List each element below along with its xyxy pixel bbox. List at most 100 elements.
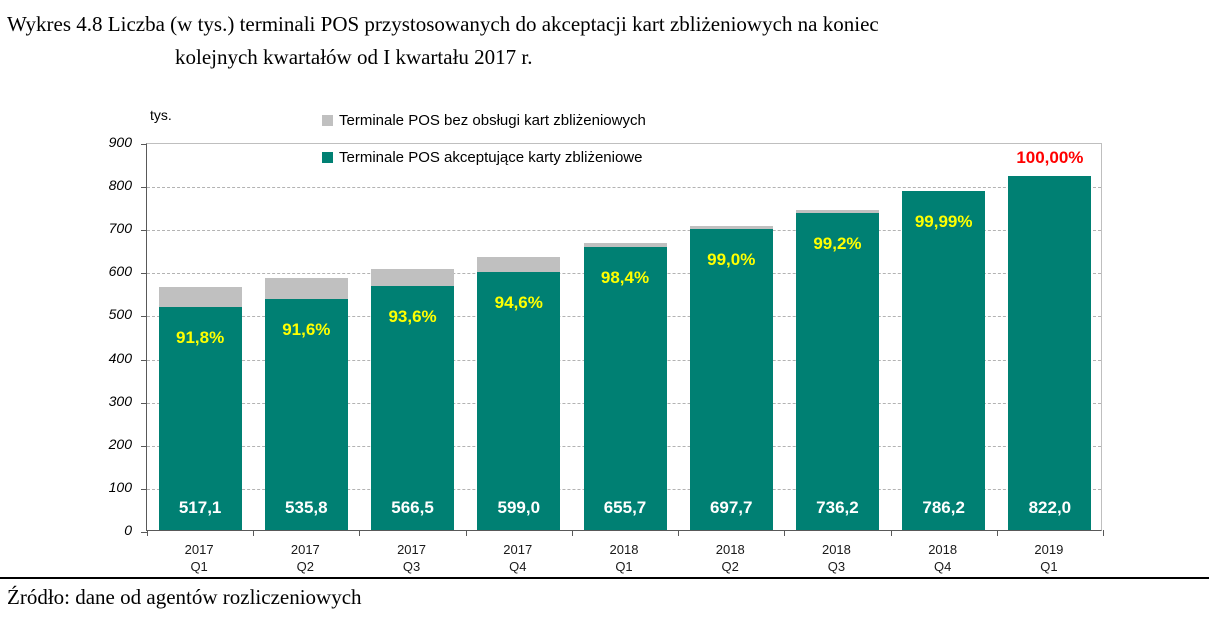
- y-tick-label: 600: [108, 263, 132, 280]
- bar-segment-non-contactless: [371, 269, 455, 286]
- bar-segment-contactless: [795, 212, 879, 530]
- gridline: [147, 230, 1101, 232]
- x-tick-label: 2018 Q1: [571, 541, 677, 575]
- y-axis-tick: [141, 402, 147, 404]
- x-tick-label-year: 2017: [290, 542, 320, 557]
- legend-swatch-gray: [322, 114, 333, 126]
- legend-swatch-teal: [322, 151, 333, 163]
- x-tick-label-quarter: Q3: [827, 559, 846, 574]
- x-tick-label: 2017 Q4: [465, 541, 571, 575]
- bar-pct-label: 99,99%: [914, 212, 973, 232]
- bar-segment-non-contactless: [795, 210, 879, 213]
- y-tick-label: 0: [124, 522, 132, 538]
- x-axis-tick: [359, 530, 361, 536]
- x-axis-tick: [784, 530, 786, 536]
- x-axis-tick: [996, 530, 998, 536]
- x-tick-label-year: 2018: [609, 542, 639, 557]
- bar-pct-label: 91,6%: [282, 320, 331, 339]
- x-axis-tick: [147, 530, 148, 536]
- x-tick-label: 2019 Q1: [996, 541, 1102, 575]
- y-tick-label: 100: [108, 478, 132, 495]
- y-axis-tick: [141, 230, 147, 232]
- bar-value-label: 566,5: [391, 498, 434, 517]
- y-axis-labels: 0 100 200 300 400 500 600 700 800 900: [0, 134, 138, 538]
- y-axis-tick: [141, 445, 147, 447]
- legend-label: Terminale POS akceptujące karty zbliżeni…: [339, 148, 643, 166]
- y-tick-label: 300: [108, 392, 132, 409]
- bar-segment-non-contactless: [264, 277, 348, 300]
- bar-pct-label: 94,6%: [494, 292, 543, 312]
- legend-label: Terminale POS bez obsługi kart zbliżenio…: [339, 111, 646, 129]
- bar-segment-contactless: [158, 307, 242, 530]
- bar-pct-label: 99,0%: [707, 250, 756, 270]
- x-tick-label-year: 2018: [821, 542, 851, 557]
- bar-pct-label: 93,6%: [388, 306, 437, 326]
- x-tick-label-quarter: Q1: [1040, 559, 1058, 574]
- y-tick-label: 800: [108, 177, 132, 194]
- x-tick-label-year: 2018: [928, 542, 958, 557]
- x-tick-label: 2018 Q2: [677, 541, 783, 575]
- x-axis-tick: [465, 530, 467, 536]
- legend-entry-contactless: Terminale POS akceptujące karty zbliżeni…: [322, 147, 646, 167]
- bar-segment-non-contactless: [583, 242, 667, 248]
- bar-segment-contactless: [1008, 175, 1092, 530]
- bar-segment-contactless: [371, 285, 455, 530]
- bar-segment-contactless: [264, 299, 348, 530]
- bar-segment-contactless: [902, 191, 986, 530]
- bar-segment-non-contactless: [477, 257, 561, 272]
- bar-value-label: 822,0: [1028, 498, 1072, 517]
- bar-pct-label: 100,00%: [1016, 147, 1084, 167]
- y-tick-label: 400: [108, 349, 132, 366]
- x-tick-label-quarter: Q2: [721, 559, 739, 574]
- x-axis-tick: [890, 530, 892, 536]
- y-axis-tick: [141, 488, 147, 490]
- footer-divider: [0, 577, 1209, 579]
- bar-segment-contactless: [477, 271, 561, 530]
- y-axis-tick: [141, 316, 147, 318]
- x-tick-label: 2017 Q3: [358, 541, 464, 575]
- bar-segment-non-contactless: [689, 226, 773, 230]
- x-axis-tick: [1103, 530, 1104, 536]
- bar-value-label: 535,8: [285, 498, 328, 517]
- y-axis-tick: [141, 359, 147, 361]
- x-tick-label-year: 2017: [397, 542, 426, 557]
- y-tick-label: 500: [108, 306, 132, 323]
- chart-legend: Terminale POS bez obsługi kart zbliżenio…: [322, 110, 646, 167]
- x-tick-label: 2017 Q1: [146, 541, 252, 575]
- legend-entry-non-contactless: Terminale POS bez obsługi kart zbliżenio…: [322, 110, 646, 130]
- x-axis-tick: [571, 530, 573, 536]
- y-axis-tick: [141, 144, 147, 145]
- x-tick-label-quarter: Q2: [296, 559, 314, 574]
- x-tick-label: 2018 Q3: [783, 541, 889, 575]
- bar-value-label: 786,2: [922, 498, 965, 517]
- chart-title-line2: kolejnych kwartałów od I kwartału 2017 r…: [175, 45, 533, 69]
- x-tick-label-year: 2019: [1034, 542, 1064, 557]
- bar-value-label: 599,0: [497, 498, 541, 517]
- y-tick-label: 900: [108, 134, 132, 150]
- x-tick-label-year: 2018: [715, 542, 745, 557]
- x-tick-label-year: 2017: [184, 542, 214, 557]
- bar-pct-label: 98,4%: [600, 268, 650, 288]
- bar-value-label: 736,2: [816, 498, 859, 517]
- y-axis-unit-label: tys.: [150, 107, 172, 123]
- x-axis-tick: [678, 530, 680, 536]
- chart-title: Wykres 4.8 Liczba (w tys.) terminali POS…: [7, 8, 1202, 74]
- y-axis-tick: [141, 532, 147, 533]
- y-axis-tick: [141, 273, 147, 275]
- x-tick-label: 2018 Q4: [890, 541, 996, 575]
- bar-segment-contactless: [689, 229, 773, 530]
- plot-area: 517,1 91,8% 535,8 91,6% 566,5 93,6% 599,0 94,6%…: [141, 143, 1104, 536]
- gridline: [147, 187, 1101, 189]
- x-tick-label-quarter: Q4: [933, 559, 952, 574]
- x-tick-label-quarter: Q1: [615, 559, 633, 574]
- bar-pct-label: 99,2%: [813, 233, 862, 253]
- bar-pct-label: 91,8%: [176, 328, 225, 348]
- x-tick-label-quarter: Q4: [509, 559, 527, 574]
- bar-segment-non-contactless: [158, 287, 242, 308]
- x-axis-tick: [253, 530, 255, 536]
- bar-segment-contactless: [583, 247, 667, 530]
- x-tick-label-quarter: Q3: [402, 559, 421, 574]
- y-axis-tick: [141, 187, 147, 189]
- bar-value-label: 697,7: [709, 498, 753, 517]
